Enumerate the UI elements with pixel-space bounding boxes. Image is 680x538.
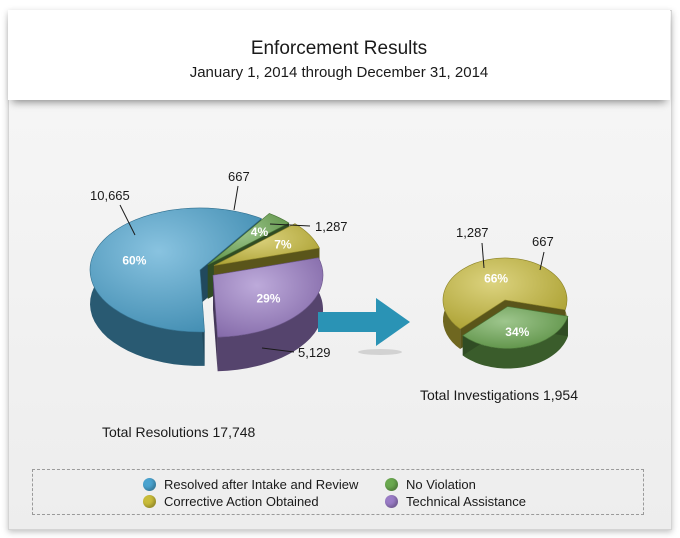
chart-header: Enforcement Results January 1, 2014 thro… — [8, 10, 670, 100]
value-label-no-violation: 667 — [228, 169, 250, 184]
pie-slice-side-no-violation — [462, 316, 568, 369]
legend-item-no-violation: No Violation — [385, 477, 476, 492]
value-label-inv-corrective: 1,287 — [456, 225, 489, 240]
legend-item-resolved: Resolved after Intake and Review — [143, 477, 358, 492]
legend-swatch-no-violation — [385, 478, 398, 491]
pie-percent-label: 60% — [122, 254, 146, 268]
legend-swatch-technical — [385, 495, 398, 508]
legend-item-technical: Technical Assistance — [385, 494, 526, 509]
arrow-shadow — [358, 349, 402, 355]
total-resolutions-label: Total Resolutions 17,748 — [102, 424, 256, 440]
value-label-corrective: 1,287 — [315, 219, 348, 234]
pie-percent-label: 34% — [505, 325, 529, 339]
pie-chart-investigations — [442, 257, 569, 369]
leader-line-corrective — [269, 223, 311, 227]
leader-line-inv-no-violation — [539, 251, 545, 271]
pie-slice-corrective-action-obtained — [213, 223, 320, 266]
legend-swatch-corrective — [143, 495, 156, 508]
legend-label-corrective: Corrective Action Obtained — [164, 494, 319, 509]
value-label-inv-no-violation: 667 — [532, 234, 554, 249]
pie-slice-no-violation — [207, 213, 290, 266]
legend: Resolved after Intake and Review No Viol… — [32, 469, 644, 515]
legend-swatch-resolved — [143, 478, 156, 491]
pie-slice-wall-technical-assistance-1 — [213, 275, 218, 372]
pie-percent-label: 7% — [274, 238, 292, 252]
chart-labels: 60% 4% 7% 29% 66% 34% 10,665 667 1,287 5,129 1,287… — [90, 169, 578, 440]
legend-item-corrective: Corrective Action Obtained — [143, 494, 319, 509]
pie-slice-no-violation — [462, 306, 569, 349]
leader-line-technical — [261, 347, 295, 353]
chart-subtitle: January 1, 2014 through December 31, 201… — [189, 64, 489, 81]
legend-label-technical: Technical Assistance — [406, 494, 526, 509]
arrow-icon — [318, 298, 410, 355]
pie-slice-corrective-action-obtained — [442, 257, 568, 330]
legend-label-no-violation: No Violation — [406, 477, 476, 492]
pie-slice-technical-assistance — [212, 257, 324, 338]
value-label-resolved: 10,665 — [90, 188, 130, 203]
arrow-shape — [318, 298, 410, 346]
chart-title: Enforcement Results — [250, 38, 428, 59]
pie-percent-label: 4% — [251, 225, 269, 239]
pie-slice-resolved-after-intake-and-review — [89, 207, 263, 333]
pie-percent-label: 29% — [256, 292, 280, 306]
legend-label-resolved: Resolved after Intake and Review — [164, 477, 359, 492]
leader-line-inv-corrective — [481, 242, 485, 269]
value-label-technical: 5,129 — [298, 345, 331, 360]
total-investigations-label: Total Investigations 1,954 — [420, 387, 578, 403]
pie-chart-resolutions — [89, 207, 324, 372]
pie-slice-side-technical-assistance — [217, 257, 323, 372]
leader-line-resolved — [119, 204, 136, 236]
pie-percent-label: 66% — [484, 272, 508, 286]
leader-line-no-violation — [233, 185, 239, 211]
